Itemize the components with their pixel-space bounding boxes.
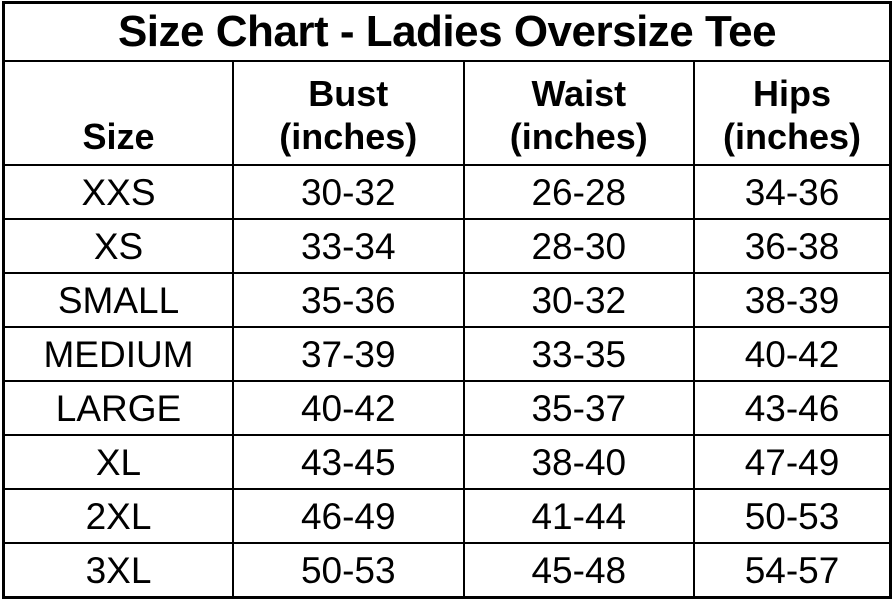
cell-bust: 35-36 [232, 272, 465, 328]
cell-hips: 43-46 [693, 380, 892, 436]
col-header-hips-label: Hips [753, 72, 832, 114]
col-header-bust-label: Bust [308, 72, 389, 114]
table-row: LARGE 40-42 35-37 43-46 [2, 380, 892, 436]
cell-hips: 36-38 [693, 218, 892, 274]
cell-waist: 26-28 [462, 164, 696, 220]
cell-bust: 33-34 [232, 218, 465, 274]
table-row: SMALL 35-36 30-32 38-39 [2, 272, 892, 328]
cell-size: SMALL [2, 272, 235, 328]
col-header-waist: Waist (inches) [462, 60, 696, 166]
cell-hips: 38-39 [693, 272, 892, 328]
table-title: Size Chart - Ladies Oversize Tee [2, 1, 892, 62]
cell-waist: 41-44 [462, 488, 696, 544]
cell-hips: 47-49 [693, 434, 892, 490]
cell-hips: 40-42 [693, 326, 892, 382]
cell-bust: 37-39 [232, 326, 465, 382]
cell-waist: 28-30 [462, 218, 696, 274]
table-row: 2XL 46-49 41-44 50-53 [2, 488, 892, 544]
col-header-hips-unit: (inches) [723, 115, 862, 157]
cell-size: 3XL [2, 542, 235, 599]
cell-hips: 54-57 [693, 542, 892, 599]
col-header-size: Size [2, 60, 235, 166]
cell-size: 2XL [2, 488, 235, 544]
cell-hips: 50-53 [693, 488, 892, 544]
table-row: XS 33-34 28-30 36-38 [2, 218, 892, 274]
col-header-hips: Hips (inches) [693, 60, 892, 166]
title-row: Size Chart - Ladies Oversize Tee [2, 1, 892, 62]
cell-waist: 38-40 [462, 434, 696, 490]
cell-waist: 45-48 [462, 542, 696, 599]
col-header-size-label: Size [82, 115, 155, 157]
cell-bust: 46-49 [232, 488, 465, 544]
table-row: XL 43-45 38-40 47-49 [2, 434, 892, 490]
col-header-waist-unit: (inches) [509, 115, 648, 157]
cell-size: MEDIUM [2, 326, 235, 382]
col-header-waist-label: Waist [531, 72, 627, 114]
cell-bust: 40-42 [232, 380, 465, 436]
table-row: 3XL 50-53 45-48 54-57 [2, 542, 892, 599]
table-row: MEDIUM 37-39 33-35 40-42 [2, 326, 892, 382]
cell-size: XL [2, 434, 235, 490]
col-header-bust: Bust (inches) [232, 60, 465, 166]
cell-waist: 33-35 [462, 326, 696, 382]
col-header-bust-unit: (inches) [279, 115, 418, 157]
cell-hips: 34-36 [693, 164, 892, 220]
cell-bust: 43-45 [232, 434, 465, 490]
cell-size: LARGE [2, 380, 235, 436]
cell-bust: 50-53 [232, 542, 465, 599]
header-row: Size Bust (inches) Waist (inches) Hips (… [2, 60, 892, 166]
cell-waist: 30-32 [462, 272, 696, 328]
cell-size: XXS [2, 164, 235, 220]
table-row: XXS 30-32 26-28 34-36 [2, 164, 892, 220]
cell-size: XS [2, 218, 235, 274]
cell-bust: 30-32 [232, 164, 465, 220]
cell-waist: 35-37 [462, 380, 696, 436]
